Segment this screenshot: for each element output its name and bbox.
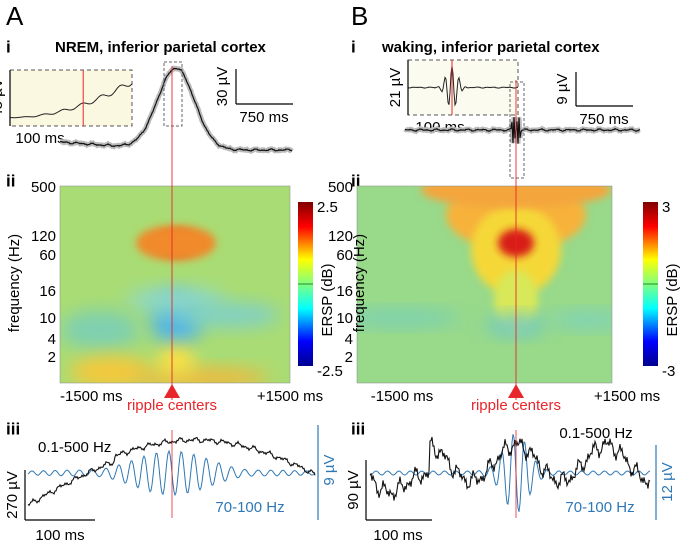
- heatmap-blob: [550, 312, 612, 328]
- heatmap-blob: [357, 310, 460, 326]
- x-right: +1500 ms: [594, 388, 660, 405]
- scale-time: 100 ms: [373, 527, 422, 544]
- x-left: -1500 ms: [60, 388, 123, 405]
- panel-title: NREM, inferior parietal cortex: [55, 39, 267, 56]
- inset-scale-y: 45 µV: [0, 78, 6, 118]
- heatmap-frame: [59, 185, 291, 384]
- y-tick-label: 16: [336, 283, 353, 300]
- trace-black: [27, 436, 316, 507]
- subpanel-label: i: [6, 37, 11, 56]
- subpanel-label: ii: [6, 171, 15, 190]
- heatmap-blob: [130, 368, 270, 383]
- subpanel-label: iii: [6, 419, 20, 438]
- scale-y: 9 µV: [554, 73, 571, 104]
- y-tick-label: 16: [39, 283, 56, 300]
- trace-blue: [27, 449, 316, 497]
- scale-black: 90 µV: [345, 470, 362, 510]
- scale-x: 750 ms: [239, 109, 288, 126]
- heatmap: [357, 186, 612, 383]
- y-tick-label: 4: [345, 331, 353, 348]
- inset-trace: [10, 83, 133, 119]
- subpanel-label: iii: [351, 419, 365, 438]
- label-black: 0.1-500 Hz: [38, 439, 111, 456]
- scale-time: 100 ms: [35, 527, 84, 544]
- heatmap-blob: [70, 356, 150, 383]
- label-blue: 70-100 Hz: [215, 499, 284, 516]
- trace-blue: [369, 434, 651, 512]
- y-tick-label: 60: [39, 247, 56, 264]
- center-label: ripple centers: [127, 397, 217, 414]
- heatmap-blob: [60, 310, 140, 350]
- x-left: -1500 ms: [371, 388, 434, 405]
- scale-blue: 12 µV: [659, 462, 676, 502]
- erp-trace: [59, 67, 293, 152]
- zoom-box: [163, 61, 183, 127]
- y-tick-label: 60: [336, 247, 353, 264]
- zoom-box: [509, 81, 525, 179]
- inset-trace: [407, 65, 519, 107]
- colorbar-max: 3: [662, 199, 670, 216]
- panel-label: A: [6, 1, 24, 31]
- erp-trace: [404, 117, 641, 144]
- y-tick-label: 2: [345, 349, 353, 366]
- colorbar-min: -2.5: [317, 363, 343, 380]
- y-tick-label: 2: [48, 349, 56, 366]
- center-label: ripple centers: [471, 397, 561, 414]
- inset-box: [9, 69, 133, 127]
- inset-scale-x: 100 ms: [15, 130, 64, 147]
- y-axis-title: frequency (Hz): [351, 234, 368, 332]
- scale-blue: 9 µV: [321, 454, 338, 485]
- subpanel-label: i: [351, 37, 356, 56]
- colorbar-min: -3: [662, 363, 675, 380]
- y-tick-label: 4: [48, 331, 56, 348]
- heatmap-blob: [180, 303, 280, 327]
- scale-y: 30 µV: [214, 67, 231, 107]
- colorbar-max: 2.5: [317, 199, 338, 216]
- label-blue: 70-100 Hz: [565, 499, 634, 516]
- y-tick-label: 500: [328, 179, 353, 196]
- colorbar-title: ERSP (dB): [319, 263, 336, 336]
- colorbar-title: ERSP (dB): [664, 263, 681, 336]
- subpanel-label: ii: [351, 171, 360, 190]
- heatmap-blob: [156, 346, 196, 374]
- y-tick-label: 10: [39, 310, 56, 327]
- label-black: 0.1-500 Hz: [559, 425, 632, 442]
- y-tick-label: 10: [336, 310, 353, 327]
- x-right: +1500 ms: [257, 388, 323, 405]
- panel-label: B: [351, 1, 368, 31]
- inset-scale-y: 21 µV: [387, 68, 404, 108]
- trace-black: [369, 436, 651, 501]
- heatmap-frame: [356, 185, 613, 384]
- y-tick-label: 500: [31, 179, 56, 196]
- y-axis-title: frequency (Hz): [6, 234, 23, 332]
- panel-title: waking, inferior parietal cortex: [381, 39, 600, 56]
- heatmap-blob: [136, 225, 216, 261]
- heatmap: [60, 186, 290, 383]
- y-tick-label: 120: [31, 228, 56, 245]
- y-tick-label: 120: [328, 228, 353, 245]
- scale-x: 750 ms: [579, 111, 628, 128]
- scale-black: 270 µV: [4, 471, 21, 519]
